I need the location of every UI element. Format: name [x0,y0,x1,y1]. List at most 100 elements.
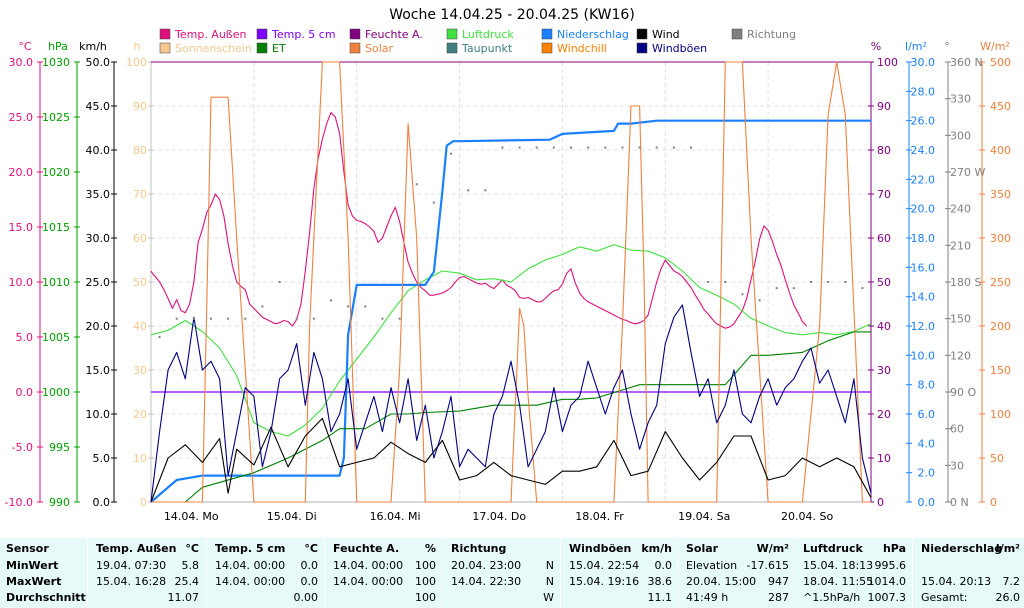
solar-tick-label: 500 [990,56,1011,69]
direction-point [432,201,435,204]
stat-row: W [451,589,554,606]
stat-column-niederschlag: Niederschlag l/m² 15.04. 20:13 7.2 Gesamt: 26… [921,538,1020,608]
rain-unit-label: l/m² [905,40,927,53]
column-separator [324,538,325,608]
series-line-6 [151,61,871,503]
x-day-label: 15.04. Di [267,510,317,523]
wind-tick-label: 15.0 [86,364,111,377]
legend-label: Windböen [652,42,707,55]
direction-point [312,317,315,320]
direction-point [381,317,384,320]
stat-value: 100 [415,575,436,588]
direction-point [175,317,178,320]
stat-header-unit: l/m² [995,542,1020,555]
solar-tick-label: 50 [990,452,1004,465]
wind-tick-label: 25.0 [86,276,111,289]
hum-tick-label: 20 [877,408,891,421]
stat-header-label: Temp. Außen [96,542,177,555]
sun-tick-label: 80 [133,144,147,157]
wind-tick-label: 20.0 [86,320,111,333]
rain-tick-label: 26.0 [911,115,936,128]
stat-header-unit: W/m² [756,542,789,555]
stat-header-unit: % [424,542,436,555]
legend-label: Luftdruck [462,28,514,41]
direction-point [158,336,161,338]
wind-tick-label: 40.0 [86,144,111,157]
solar-tick-label: 400 [990,144,1011,157]
stat-row: 15.04. 16:28 25.4 [96,573,199,590]
stat-row: 15.04. 19:16 38.6 [569,573,672,590]
solar-tick-label: 300 [990,232,1011,245]
press-tick-label: 990 [49,496,70,509]
direction-point [810,281,812,283]
direction-point [707,281,710,283]
solar-tick-label: 150 [990,364,1011,377]
stat-value: 11.1 [647,591,673,604]
stat-value: 25.4 [174,575,200,588]
stat-header: Luftdruck hPa [803,540,906,557]
direction-point [450,152,452,155]
stat-header: Niederschlag l/m² [921,540,1020,557]
rain-tick-label: 14.0 [911,291,936,304]
rain-tick-label: 6.0 [918,408,936,421]
stat-value: W [543,591,554,604]
sun-tick-label: 10 [133,452,147,465]
stat-value: 0.0 [654,559,673,572]
sun-tick-label: 40 [133,320,147,333]
solar-tick-label: 350 [990,188,1011,201]
dir-tick-label: 0 N [950,496,969,509]
stat-row: 14.04. 22:30 N [451,573,554,590]
rain-tick-label: 20.0 [911,203,936,216]
sun-tick-label: 30 [133,364,147,377]
stat-row: 15.04. 18:13 995.6 [803,557,906,574]
x-day-label: 20.04. So [781,510,833,523]
direction-point [587,146,590,149]
stat-row: Durchschnitt [6,589,86,606]
direction-point [690,146,692,149]
direction-point [604,146,607,149]
solar-tick-label: 450 [990,100,1011,113]
temp-unit-label: °C [18,40,32,53]
stat-value: 38.6 [647,575,673,588]
dir-tick-label: 30 [950,459,964,472]
stat-header: Richtung [451,540,554,557]
rain-tick-label: 4.0 [918,437,936,450]
legend-swatch [636,28,648,40]
hum-tick-label: 50 [877,276,891,289]
stat-time: ^1.5hPa/h [803,591,861,604]
solar-tick-label: 0 [990,496,997,509]
sun-tick-label: 0 [140,496,147,509]
dir-tick-label: 300 [950,129,971,142]
series-line-0 [150,112,808,329]
stat-header: Temp. 5 cm °C [215,540,318,557]
wind-tick-label: 10.0 [86,408,111,421]
stat-time: 20.04. 15:00 [686,575,757,588]
stat-time: 41:49 h [686,591,729,604]
stat-value: 1007.3 [867,591,907,604]
sun-tick-label: 20 [133,408,147,421]
stat-time: 15.04. 19:16 [569,575,640,588]
hum-tick-label: 100 [877,56,898,69]
dir-tick-label: 270 W [950,166,985,179]
stat-column-richtung: Richtung 20.04. 23:00 N 14.04. 22:30 N W [451,538,554,608]
direction-point [724,281,727,283]
stat-time: 20.04. 23:00 [451,559,522,572]
direction-point [415,183,418,186]
dir-tick-label: 90 O [950,386,976,399]
stat-row-label: MinWert [6,559,59,572]
stat-header-unit: °C [304,542,318,555]
direction-point [621,146,624,149]
rain-tick-label: 2.0 [918,467,936,480]
chart-title: Woche 14.04.25 - 20.04.25 (KW16) [389,7,635,23]
column-separator [560,538,561,608]
stat-header-unit: °C [185,542,199,555]
stat-time: 15.04. 22:54 [569,559,640,572]
wind-tick-label: 5.0 [93,452,111,465]
stat-header-label: Feuchte A. [333,542,400,555]
x-axis-labels: 14.04. Mo 15.04. Di 16.04. Mi 17.04. Do 18.0… [164,510,834,523]
stat-row: 41:49 h 287 [686,589,789,606]
series-line-8 [150,304,872,503]
press-tick-label: 995 [49,441,70,454]
rain-tick-label: 18.0 [911,232,936,245]
stat-row: 14.04. 00:00 100 [333,573,436,590]
